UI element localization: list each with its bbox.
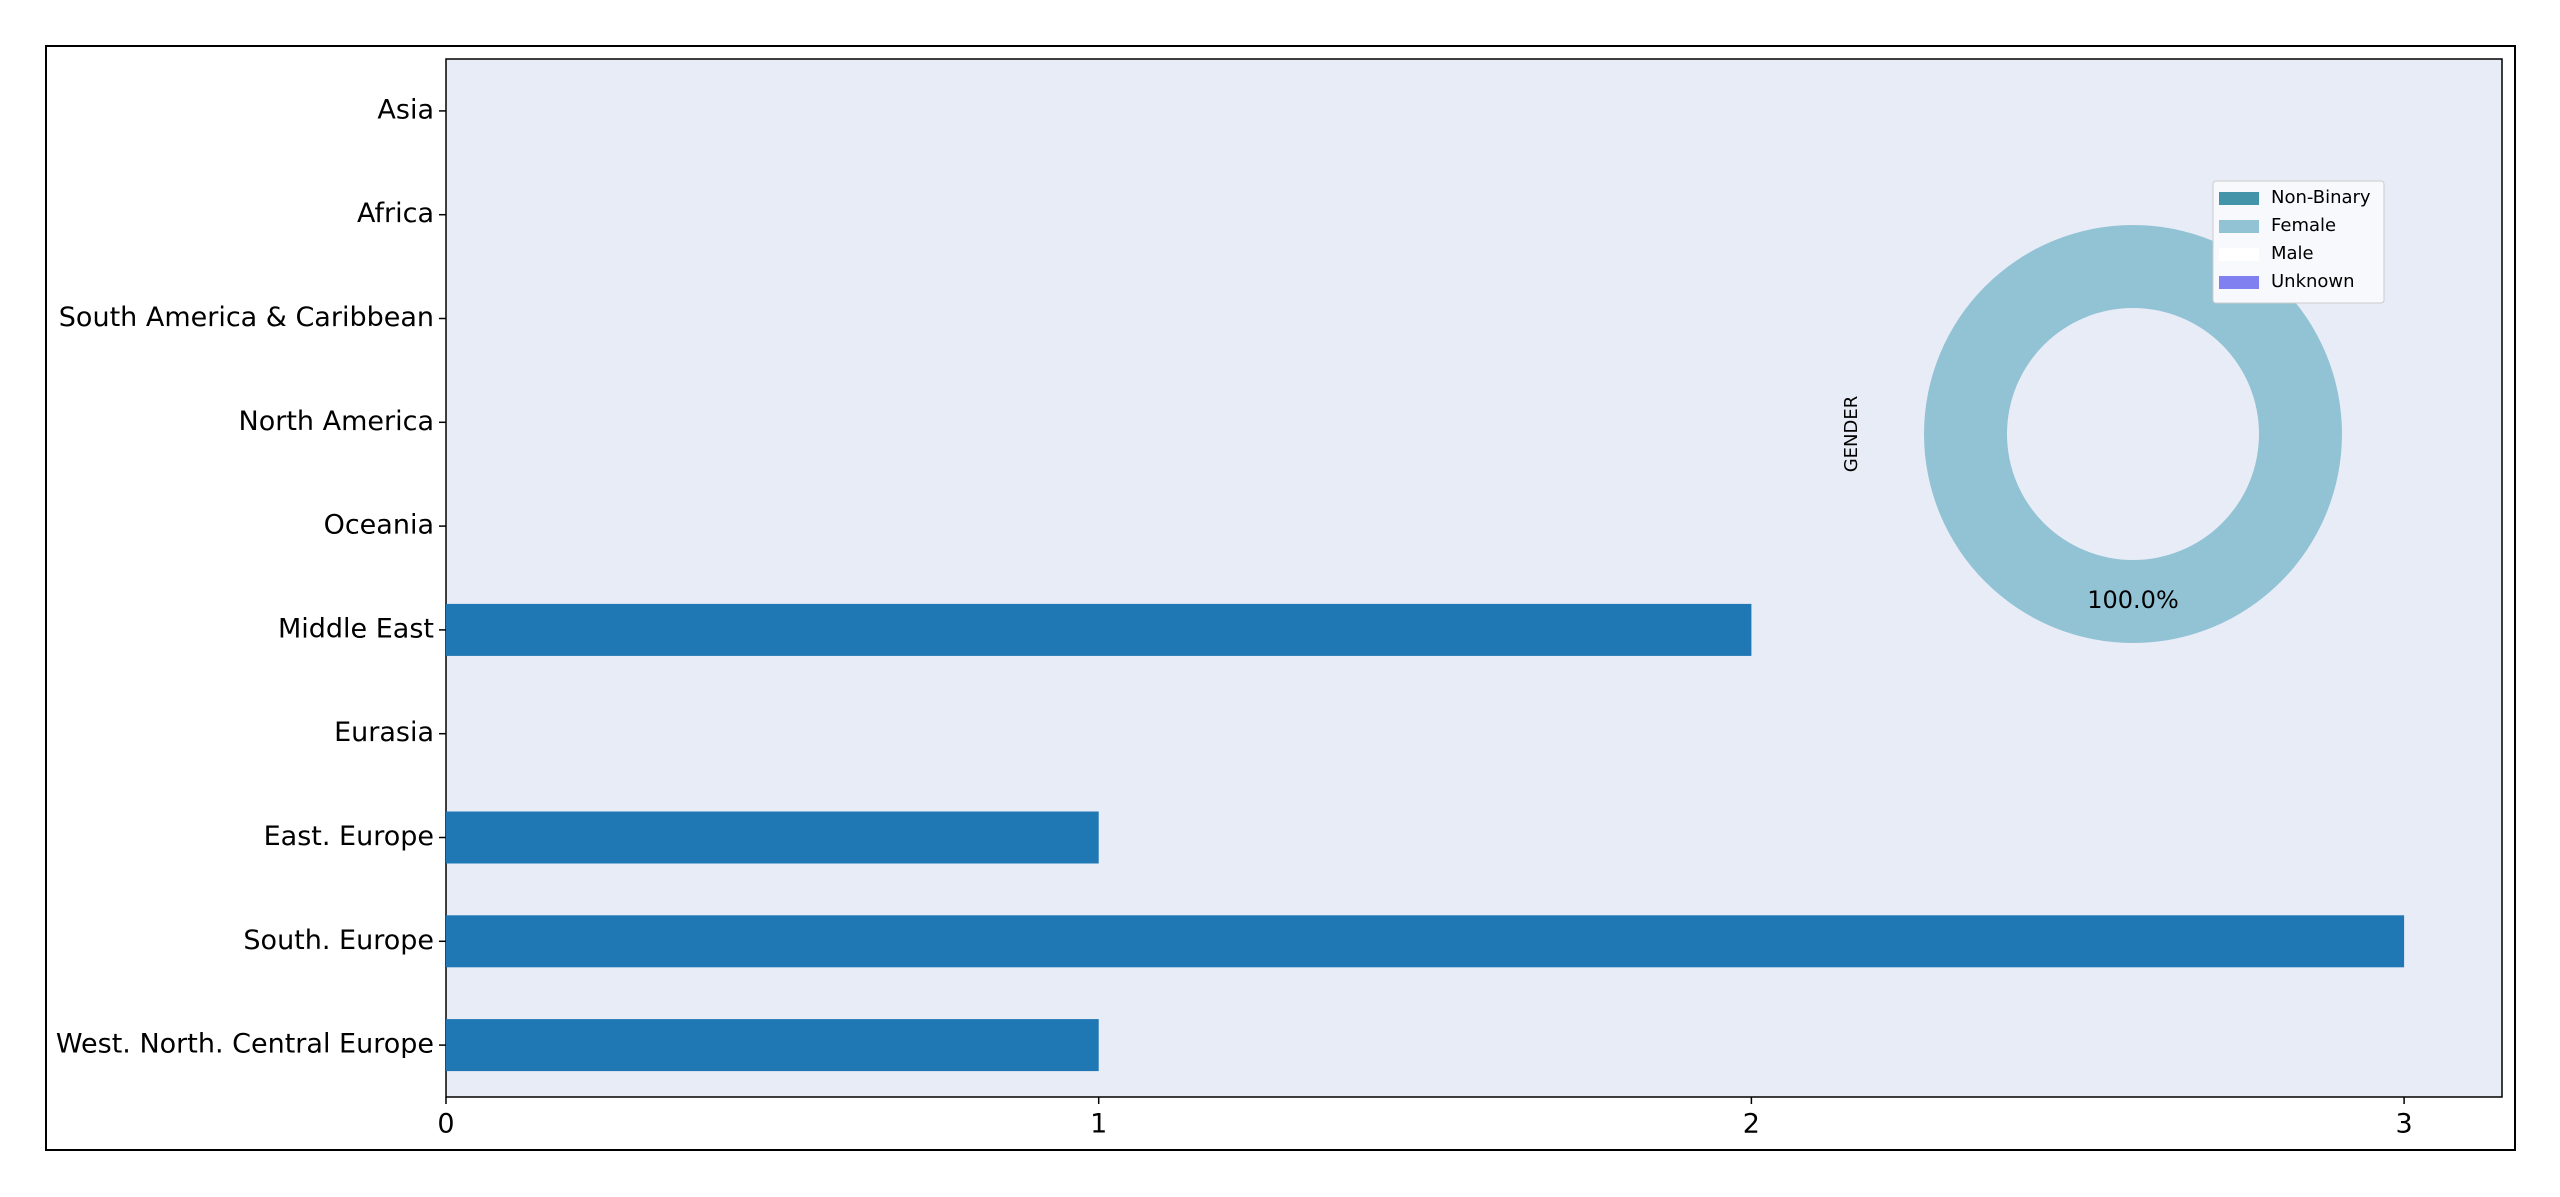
y-tick-label: Oceania — [324, 510, 434, 541]
y-tick-label: West. North. Central Europe — [56, 1029, 434, 1060]
x-tick-label: 3 — [2396, 1109, 2413, 1140]
y-tick-label: Africa — [357, 198, 434, 229]
legend-label: Female — [2271, 215, 2336, 236]
y-tick-label: East. Europe — [264, 821, 434, 852]
x-tick-label: 0 — [437, 1109, 454, 1140]
y-tick-label: South. Europe — [243, 925, 434, 956]
bar — [446, 915, 2405, 968]
x-tick-label: 2 — [1743, 1109, 1760, 1140]
legend-swatch — [2219, 248, 2259, 261]
legend-swatch — [2219, 192, 2259, 205]
y-tick-label: Eurasia — [334, 717, 434, 748]
legend-label: Non-Binary — [2271, 187, 2371, 208]
y-tick-label: South America & Caribbean — [59, 302, 434, 333]
bar — [446, 811, 1099, 864]
y-tick-label: Middle East — [278, 613, 434, 644]
legend-label: Male — [2271, 243, 2314, 264]
legend-swatch — [2219, 220, 2259, 233]
donut-wedge — [1924, 225, 2342, 643]
legend-box — [2212, 180, 2385, 304]
x-tick-label: 1 — [1090, 1109, 1107, 1140]
bar — [446, 1019, 1099, 1072]
wedge-label: 100.0% — [2087, 586, 2179, 614]
bar — [446, 603, 1752, 656]
legend-label: Unknown — [2271, 271, 2355, 292]
legend-swatch — [2219, 276, 2259, 289]
donut-label: GENDER — [1841, 396, 1862, 473]
y-tick-label: Asia — [377, 94, 434, 125]
y-tick-label: North America — [239, 406, 434, 437]
